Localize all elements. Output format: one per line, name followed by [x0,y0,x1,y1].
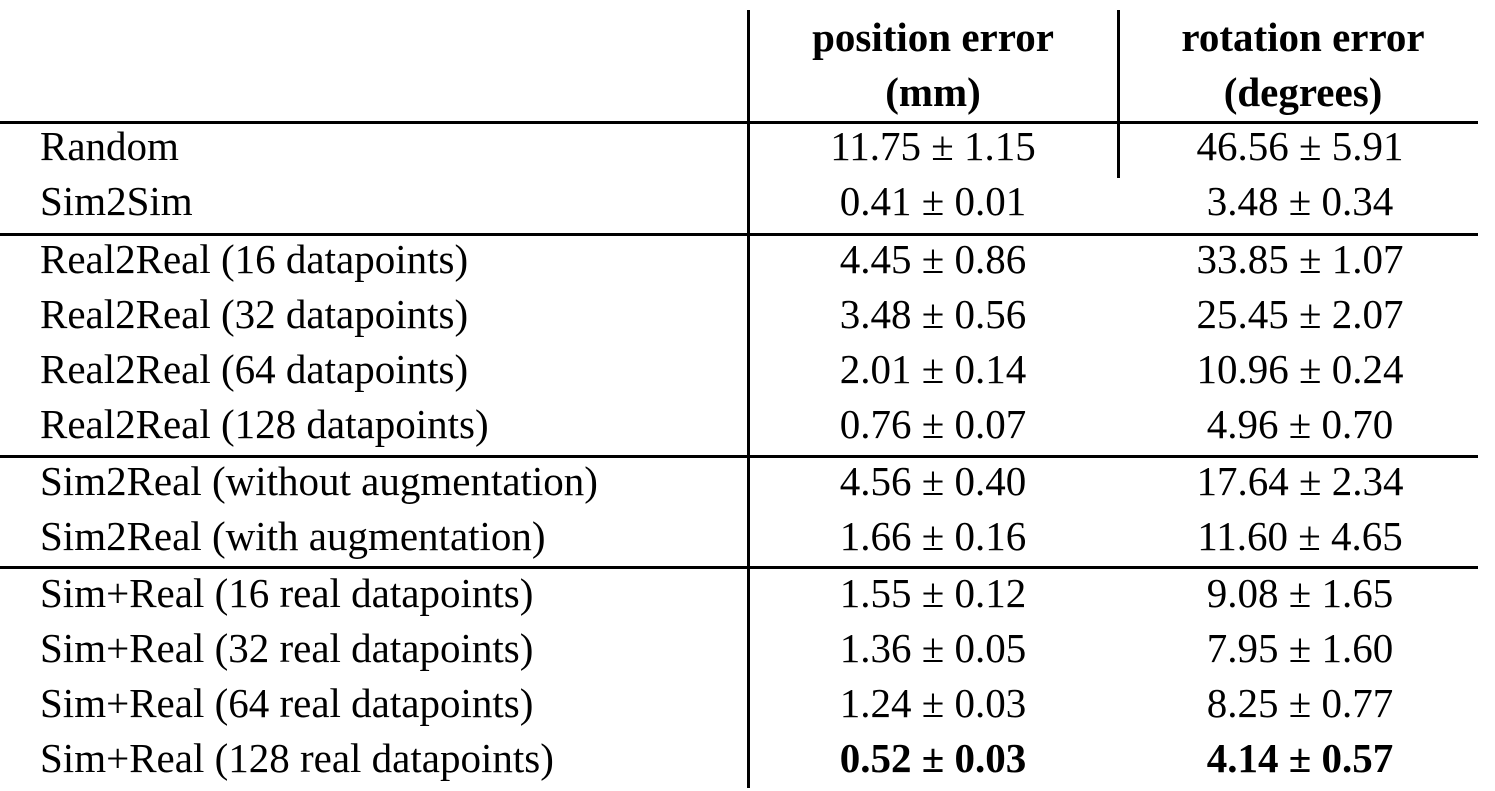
table-row: Real2Real (16 datapoints) 4.45 ± 0.86 33.8… [0,232,1495,287]
position-error-cell: 4.56 ± 0.40 [839,458,1027,504]
method-cell: Sim+Real (32 real datapoints) [40,625,534,671]
header-position-error: position error (mm) [750,10,1116,120]
rotation-error-cell: 3.48 ± 0.34 [1206,178,1394,224]
method-cell: Real2Real (32 datapoints) [40,291,469,337]
table-row: Sim2Sim 0.41 ± 0.01 3.48 ± 0.34 [0,174,1495,229]
rotation-error-cell: 33.85 ± 1.07 [1196,236,1404,282]
position-error-cell: 1.66 ± 0.16 [839,513,1027,559]
table-row: Random 11.75 ± 1.15 46.56 ± 5.91 [0,119,1495,174]
rotation-error-cell: 10.96 ± 0.24 [1196,346,1404,392]
position-error-cell: 3.48 ± 0.56 [839,291,1027,337]
rotation-error-cell: 4.96 ± 0.70 [1206,401,1394,447]
method-cell: Sim2Real (with augmentation) [40,513,546,559]
header-rotation-line2: (degrees) [1223,69,1383,115]
column-divider [1117,10,1120,178]
rotation-error-cell: 17.64 ± 2.34 [1196,458,1404,504]
rotation-error-cell: 9.08 ± 1.65 [1206,570,1394,616]
table-row: Sim+Real (16 real datapoints) 1.55 ± 0.12… [0,566,1495,621]
header-position-line2: (mm) [885,69,981,115]
position-error-cell: 0.76 ± 0.07 [839,401,1027,447]
table-row: Real2Real (128 datapoints) 0.76 ± 0.07 4.9… [0,397,1495,452]
position-error-cell: 1.55 ± 0.12 [839,570,1027,616]
table-row: Sim+Real (64 real datapoints) 1.24 ± 0.03… [0,676,1495,731]
table-row: Sim+Real (128 real datapoints) 0.52 ± 0.0… [0,731,1495,786]
group-rule [0,566,1478,569]
rotation-error-cell: 4.14 ± 0.57 [1206,735,1394,781]
rotation-error-cell: 7.95 ± 1.60 [1206,625,1394,671]
table-row: Sim2Real (with augmentation) 1.66 ± 0.16 1… [0,509,1495,564]
table-row: Sim2Real (without augmentation) 4.56 ± 0.… [0,454,1495,509]
rotation-error-cell: 46.56 ± 5.91 [1196,123,1404,169]
position-error-cell: 11.75 ± 1.15 [830,123,1036,169]
method-cell: Real2Real (16 datapoints) [40,236,469,282]
group-rule [0,233,1478,236]
table-row: Real2Real (64 datapoints) 2.01 ± 0.14 10.9… [0,342,1495,397]
method-cell: Sim+Real (128 real datapoints) [40,735,554,781]
position-error-cell: 2.01 ± 0.14 [839,346,1027,392]
position-error-cell: 0.52 ± 0.03 [839,735,1027,781]
rotation-error-cell: 8.25 ± 0.77 [1206,680,1394,726]
method-cell: Sim2Sim [40,178,193,224]
group-rule [0,455,1478,458]
position-error-cell: 1.24 ± 0.03 [839,680,1027,726]
position-error-cell: 4.45 ± 0.86 [839,236,1027,282]
position-error-cell: 0.41 ± 0.01 [839,178,1027,224]
header-rotation-error: rotation error (degrees) [1120,10,1486,120]
method-cell: Real2Real (128 datapoints) [40,401,489,447]
method-cell: Sim+Real (16 real datapoints) [40,570,534,616]
method-cell: Random [40,123,179,169]
header-rotation-line1: rotation error [1181,14,1425,60]
method-cell: Sim2Real (without augmentation) [40,458,598,504]
rotation-error-cell: 25.45 ± 2.07 [1196,291,1404,337]
table-row: Sim+Real (32 real datapoints) 1.36 ± 0.05… [0,621,1495,676]
header-position-line1: position error [812,14,1054,60]
column-divider [747,10,750,788]
method-cell: Real2Real (64 datapoints) [40,346,469,392]
header-rule [0,121,1478,124]
rotation-error-cell: 11.60 ± 4.65 [1197,513,1403,559]
table-row: Real2Real (32 datapoints) 3.48 ± 0.56 25.4… [0,287,1495,342]
method-cell: Sim+Real (64 real datapoints) [40,680,534,726]
position-error-cell: 1.36 ± 0.05 [839,625,1027,671]
